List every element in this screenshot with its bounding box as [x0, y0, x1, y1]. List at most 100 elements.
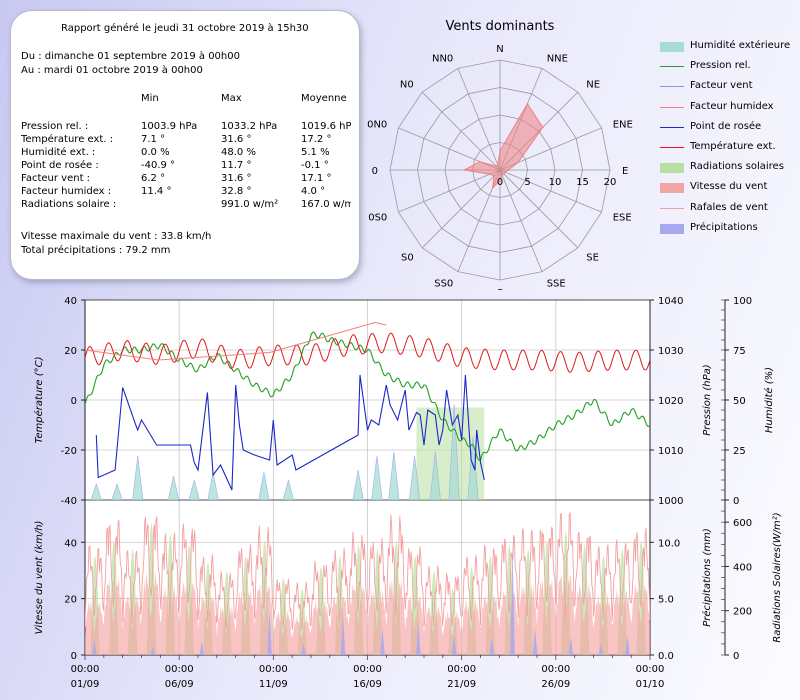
stat-label: Radiations solaire : [21, 199, 117, 210]
temperature-axis-title: Température (°C) [33, 357, 45, 444]
wind-rose-direction-label: SE [586, 252, 599, 263]
legend-swatch [660, 106, 684, 108]
x-tick-date: 26/09 [541, 679, 570, 690]
legend-label: Point de rosée [690, 120, 762, 132]
stat-max: 991.0 w/m² [221, 199, 279, 210]
stat-avg: 17.1 ° [301, 173, 332, 184]
wind-tick-label: 0 [71, 651, 77, 662]
x-tick-time: 00:00 [353, 664, 382, 675]
rain-event [625, 634, 630, 655]
stat-label: Humidité ext. : [21, 147, 96, 158]
legend-label: Vitesse du vent [690, 181, 768, 193]
x-tick-time: 00:00 [541, 664, 570, 675]
stat-min: 7.1 ° [141, 134, 166, 145]
x-tick-date: 01/10 [636, 679, 665, 690]
stats-table: Pression rel. : 1003.9 hPa 1033.2 hPa 10… [11, 11, 359, 279]
x-tick-time: 00:00 [71, 664, 100, 675]
wind-axis-title: Vitesse du vent (km/h) [34, 521, 45, 635]
pressure-axis-title: Pression (hPa) [702, 364, 713, 435]
humidex-line [85, 321, 387, 361]
stat-min: 0.0 % [141, 147, 170, 158]
pressure-tick-label: 1010 [658, 446, 683, 457]
legend-swatch [660, 163, 684, 174]
pressure-tick-label: 1000 [658, 496, 683, 507]
humidity-peak [388, 451, 400, 500]
x-tick-time: 00:00 [259, 664, 288, 675]
wind-rose-series [462, 102, 544, 190]
report-to-date: Au : mardi 01 octobre 2019 à 00h00 [21, 65, 203, 76]
wind-rose-spoke [398, 169, 501, 213]
humidity-peak [167, 475, 180, 500]
legend-swatch [660, 147, 684, 148]
stat-avg: 17.2 ° [301, 134, 332, 145]
humidity-peak [258, 471, 270, 500]
humidity-peak [90, 483, 102, 500]
rain-event [340, 614, 346, 655]
radiation-tick-label: 400 [733, 562, 752, 573]
rain-tick-label: 0.0 [658, 651, 674, 662]
temperature-line [85, 332, 650, 373]
stat-max: 1033.2 hPa [221, 121, 278, 132]
radiation-axis-title: Radiations Solaires(W/m²) [772, 512, 783, 642]
stat-max: 31.6 ° [221, 173, 252, 184]
stat-min: -40.9 ° [141, 160, 176, 171]
wind-rose-direction-label: S [497, 288, 503, 290]
legend-swatch [660, 86, 684, 88]
radiation-tick-label: 0 [733, 651, 739, 662]
legend-label: Rafales de vent [690, 201, 768, 213]
stat-min: 11.4 ° [141, 186, 172, 197]
stat-min: 1003.9 hPa [141, 121, 198, 132]
humidity-peak [111, 483, 123, 500]
wind-rose-point [491, 187, 494, 189]
humidity-peak [409, 455, 421, 500]
legend-swatch [660, 42, 684, 52]
humidity-peak [207, 471, 219, 500]
pressure-tick-label: 1030 [658, 346, 683, 357]
rain-event [199, 641, 205, 655]
humidity-tick-label: 50 [733, 396, 746, 407]
rain-axis-title: Précipitations (mm) [701, 528, 713, 627]
rain-event [416, 621, 421, 655]
wind-rose-direction-label: NNE [547, 53, 568, 64]
legend-label: Facteur vent [690, 80, 753, 92]
rain-event [489, 636, 495, 655]
stat-max: 31.6 ° [221, 134, 252, 145]
wind-rose-radial-tick: 5 [524, 177, 530, 188]
x-tick-date: 21/09 [447, 679, 476, 690]
temperature-tick-label: 20 [64, 346, 77, 357]
wind-tick-label: 20 [64, 595, 77, 606]
humidity-peak [282, 478, 294, 500]
total-rain-text: Total précipitations : 79.2 mm [21, 245, 171, 256]
wind-gust-line [85, 511, 650, 631]
report-summary-panel: Rapport généré le jeudi 31 octobre 2019 … [10, 10, 360, 280]
stat-label: Pression rel. : [21, 121, 89, 132]
stat-label: Facteur vent : [21, 173, 91, 184]
wind-rose-point [489, 173, 491, 175]
wind-rose-spoke [499, 169, 602, 213]
legend: Humidité extérieure Pression rel. Facteur … [655, 40, 800, 245]
legend-label: Facteur humidex [690, 100, 774, 112]
legend-label: Radiations solaires [690, 161, 784, 173]
wind-rose-direction-label: 0N0 [367, 119, 387, 130]
wind-rose-chart: Vents dominants N NNE NE ENE E ESE SE SSE S SS0 S0… [367, 19, 633, 290]
wind-rose-point [517, 161, 519, 164]
rain-event [598, 643, 604, 655]
wind-rose-point [499, 180, 501, 182]
x-tick-date: 01/09 [71, 679, 100, 690]
pressure-tick-label: 1040 [658, 296, 683, 307]
stat-avg: 167.0 w/m [301, 199, 351, 210]
chart-axes: 40200-20-4010401030102010101000100755025… [33, 296, 783, 690]
stat-min: 6.2 ° [141, 173, 166, 184]
header-max: Max [221, 93, 242, 104]
pressure-tick-label: 1020 [658, 396, 683, 407]
rain-tick-label: 5.0 [658, 595, 674, 606]
radiation-tick-label: 200 [733, 607, 752, 618]
wind-speed-area [85, 570, 650, 655]
rain-event [301, 643, 306, 655]
stat-avg: 1019.6 hPa [301, 121, 351, 132]
legend-swatch [660, 207, 684, 209]
wind-rose-point [499, 150, 501, 152]
wind-rose-direction-label: S0 [401, 252, 414, 263]
temperature-tick-label: -40 [61, 496, 77, 507]
temperature-tick-label: 0 [71, 396, 77, 407]
